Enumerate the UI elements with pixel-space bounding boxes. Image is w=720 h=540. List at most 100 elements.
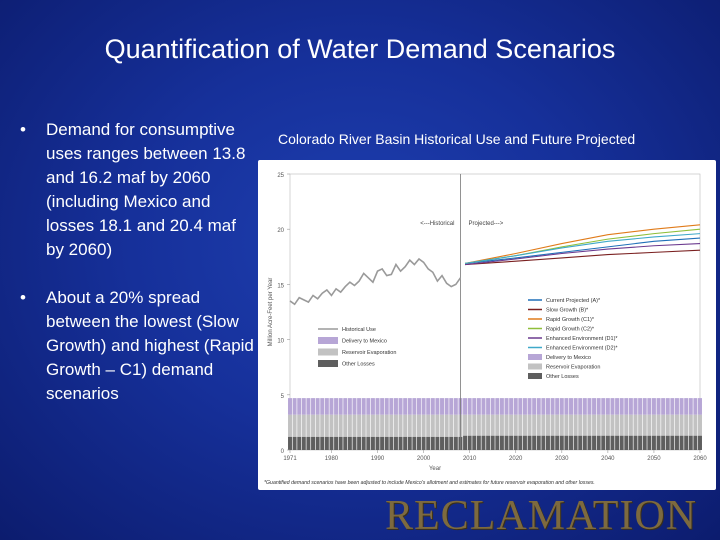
projection-line-4 xyxy=(464,243,701,266)
bar-other-losses xyxy=(407,436,412,450)
bar-delivery-to-mexico xyxy=(573,398,578,415)
bar-delivery-to-mexico xyxy=(688,398,693,415)
bar-other-losses xyxy=(647,435,652,450)
bar-delivery-to-mexico xyxy=(536,398,541,415)
bar-other-losses xyxy=(624,435,629,450)
historical-use-line xyxy=(289,257,462,306)
bar-delivery-to-mexico xyxy=(343,398,348,415)
bar-reservoir-evaporation xyxy=(311,414,316,437)
bar-other-losses xyxy=(426,436,431,450)
bar-reservoir-evaporation xyxy=(426,414,431,437)
bar-reservoir-evaporation xyxy=(592,414,597,436)
x-tick-label: 1980 xyxy=(325,456,339,462)
bar-delivery-to-mexico xyxy=(370,398,375,415)
bar-delivery-to-mexico xyxy=(444,398,449,415)
bar-other-losses xyxy=(297,436,302,450)
x-tick-label: 1971 xyxy=(283,456,297,462)
bar-other-losses xyxy=(421,436,426,450)
bar-delivery-to-mexico xyxy=(435,398,440,415)
bar-delivery-to-mexico xyxy=(357,398,362,415)
bar-reservoir-evaporation xyxy=(638,414,643,436)
bar-delivery-to-mexico xyxy=(684,398,689,415)
y-tick-label: 10 xyxy=(277,339,284,345)
bar-delivery-to-mexico xyxy=(698,398,702,415)
bar-other-losses xyxy=(688,435,693,450)
bar-delivery-to-mexico xyxy=(412,398,417,415)
bar-delivery-to-mexico xyxy=(366,398,371,415)
bar-reservoir-evaporation xyxy=(347,414,352,437)
bar-reservoir-evaporation xyxy=(684,414,689,436)
bar-reservoir-evaporation xyxy=(435,414,440,437)
x-tick-label: 2050 xyxy=(647,456,661,462)
bar-reservoir-evaporation xyxy=(366,414,371,437)
bar-other-losses xyxy=(578,435,583,450)
bar-reservoir-evaporation xyxy=(518,414,523,436)
bar-reservoir-evaporation xyxy=(536,414,541,436)
bar-reservoir-evaporation xyxy=(334,414,339,437)
y-tick-label: 20 xyxy=(277,228,284,234)
bar-other-losses xyxy=(352,436,357,450)
legend-label: Slow Growth (B)* xyxy=(546,308,589,314)
bar-other-losses xyxy=(306,436,311,450)
bar-delivery-to-mexico xyxy=(467,398,472,415)
bar-other-losses xyxy=(601,435,606,450)
bar-reservoir-evaporation xyxy=(596,414,601,436)
bar-delivery-to-mexico xyxy=(587,398,592,415)
bar-other-losses xyxy=(292,436,297,450)
bar-reservoir-evaporation xyxy=(573,414,578,436)
bar-reservoir-evaporation xyxy=(486,414,491,436)
bar-delivery-to-mexico xyxy=(311,398,316,415)
bar-delivery-to-mexico xyxy=(582,398,587,415)
bar-reservoir-evaporation xyxy=(693,414,698,436)
bar-delivery-to-mexico xyxy=(605,398,610,415)
bar-other-losses xyxy=(375,436,380,450)
bar-reservoir-evaporation xyxy=(440,414,445,437)
bar-reservoir-evaporation xyxy=(288,414,292,437)
bar-delivery-to-mexico xyxy=(288,398,292,415)
bar-delivery-to-mexico xyxy=(384,398,389,415)
bar-delivery-to-mexico xyxy=(513,398,518,415)
bar-other-losses xyxy=(569,435,573,450)
bar-reservoir-evaporation xyxy=(361,414,366,437)
bar-other-losses xyxy=(486,435,491,450)
bar-other-losses xyxy=(467,435,472,450)
bar-reservoir-evaporation xyxy=(545,414,550,436)
bar-reservoir-evaporation xyxy=(495,414,500,436)
bar-delivery-to-mexico xyxy=(545,398,550,415)
y-tick-label: 15 xyxy=(277,283,284,289)
bar-reservoir-evaporation xyxy=(370,414,375,437)
bar-other-losses xyxy=(596,435,601,450)
bar-reservoir-evaporation xyxy=(324,414,329,437)
bar-delivery-to-mexico xyxy=(338,398,343,415)
chart-panel: 0 5 10 15 20 25 1971 1980 1990 2000 2010 2020 2030 20… xyxy=(258,160,716,490)
bar-other-losses xyxy=(380,436,385,450)
legend-label: Reservoir Evaporation xyxy=(546,365,600,371)
bar-other-losses xyxy=(573,435,578,450)
projection-line-0 xyxy=(464,237,701,264)
bar-other-losses xyxy=(440,436,445,450)
bar-other-losses xyxy=(693,435,698,450)
bar-other-losses xyxy=(582,435,587,450)
bar-other-losses xyxy=(564,435,569,450)
projection-line-1 xyxy=(465,249,701,266)
bar-other-losses xyxy=(610,435,615,450)
bar-reservoir-evaporation xyxy=(417,414,421,437)
bar-reservoir-evaporation xyxy=(665,414,670,436)
bar-other-losses xyxy=(481,435,486,450)
bar-delivery-to-mexico xyxy=(320,398,325,415)
bar-delivery-to-mexico xyxy=(504,398,509,415)
bar-reservoir-evaporation xyxy=(472,414,477,436)
bar-other-losses xyxy=(490,435,495,450)
bar-reservoir-evaporation xyxy=(615,414,620,436)
bar-other-losses xyxy=(670,435,675,450)
annotation-projected: Projected---> xyxy=(468,221,503,227)
bar-reservoir-evaporation xyxy=(582,414,587,436)
bar-reservoir-evaporation xyxy=(527,414,532,436)
legend-label: Enhanced Environment (D1)* xyxy=(546,336,618,342)
bar-reservoir-evaporation xyxy=(628,414,633,436)
bar-delivery-to-mexico xyxy=(596,398,601,415)
bar-reservoir-evaporation xyxy=(357,414,362,437)
bar-reservoir-evaporation xyxy=(389,414,394,437)
bar-delivery-to-mexico xyxy=(334,398,339,415)
bar-reservoir-evaporation xyxy=(587,414,592,436)
